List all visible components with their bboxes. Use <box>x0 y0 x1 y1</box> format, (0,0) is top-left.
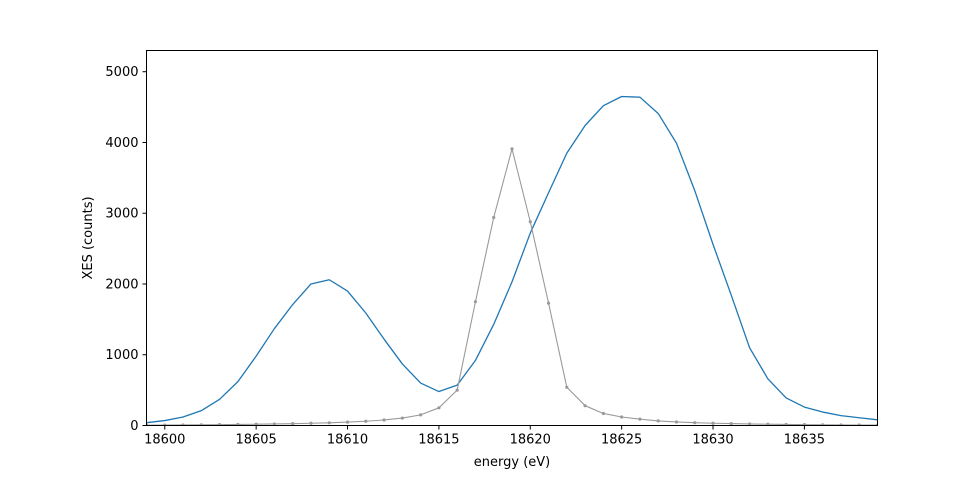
series-2-point <box>364 419 368 423</box>
series-2-point <box>857 423 861 426</box>
x-tick-label: 18615 <box>418 433 459 448</box>
series-2-point <box>693 421 697 425</box>
x-tick-label: 18600 <box>144 433 185 448</box>
series-2-point <box>199 423 203 426</box>
series-2-point <box>455 388 459 392</box>
y-tick-label: 2000 <box>105 277 138 292</box>
series-2-point <box>766 422 770 426</box>
series-2-point <box>784 422 788 426</box>
series-2-point <box>674 420 679 424</box>
series-2-point <box>291 422 295 426</box>
series-2-point <box>272 422 277 426</box>
series-2-point <box>821 423 825 426</box>
y-axis-ticks: 0 1000 2000 3000 4000 5000 <box>105 65 147 434</box>
series-2-point <box>218 423 222 426</box>
y-tick-label: 1000 <box>105 348 138 363</box>
series-2-point <box>492 215 496 220</box>
series-2-point <box>400 416 404 420</box>
x-axis-ticks: 18600 18605 18610 18615 18620 18625 18630 18635 <box>144 425 825 448</box>
series-layer <box>146 95 878 426</box>
x-tick-label: 18625 <box>601 433 642 448</box>
x-tick-label: 18630 <box>692 433 733 448</box>
x-tick-label: 18620 <box>510 433 551 448</box>
series-2-point <box>638 417 642 421</box>
series-2-point <box>747 422 752 426</box>
x-axis-label: energy (eV) <box>474 455 550 470</box>
series-2-point <box>473 300 478 304</box>
series-2-point <box>620 415 624 419</box>
series-1-line <box>146 95 878 424</box>
y-tick-label: 0 <box>130 419 138 434</box>
series-2-point <box>327 421 331 425</box>
series-2-point <box>565 385 569 389</box>
y-tick-label: 5000 <box>105 65 138 80</box>
series-2-point <box>528 220 532 224</box>
y-tick-label: 4000 <box>105 136 138 151</box>
series-2-point <box>839 423 843 426</box>
x-tick-label: 18635 <box>784 433 825 448</box>
x-tick-label: 18610 <box>327 433 368 448</box>
plot-frame <box>146 50 878 426</box>
series-2-point <box>711 421 715 425</box>
series-2-point <box>382 418 386 422</box>
series-2-point <box>309 421 313 425</box>
series-2-line <box>146 148 878 426</box>
series-2-point <box>345 420 350 424</box>
series-2-point <box>546 301 551 305</box>
series-2-point <box>583 404 587 408</box>
series-2-point <box>729 421 733 426</box>
y-axis-label: XES (counts) <box>81 196 96 279</box>
series-2-point <box>254 422 258 426</box>
series-2-point <box>802 423 806 426</box>
series-2-point <box>181 423 185 426</box>
y-tick-label: 3000 <box>105 207 138 222</box>
series-2-point <box>437 406 441 410</box>
series-2-point <box>419 413 423 417</box>
series-2-point <box>601 411 605 416</box>
series-2-point <box>236 422 240 426</box>
x-tick-label: 18605 <box>235 433 276 448</box>
series-2-point <box>656 419 660 423</box>
series-2-point <box>163 423 167 426</box>
series-2-point <box>510 147 514 151</box>
